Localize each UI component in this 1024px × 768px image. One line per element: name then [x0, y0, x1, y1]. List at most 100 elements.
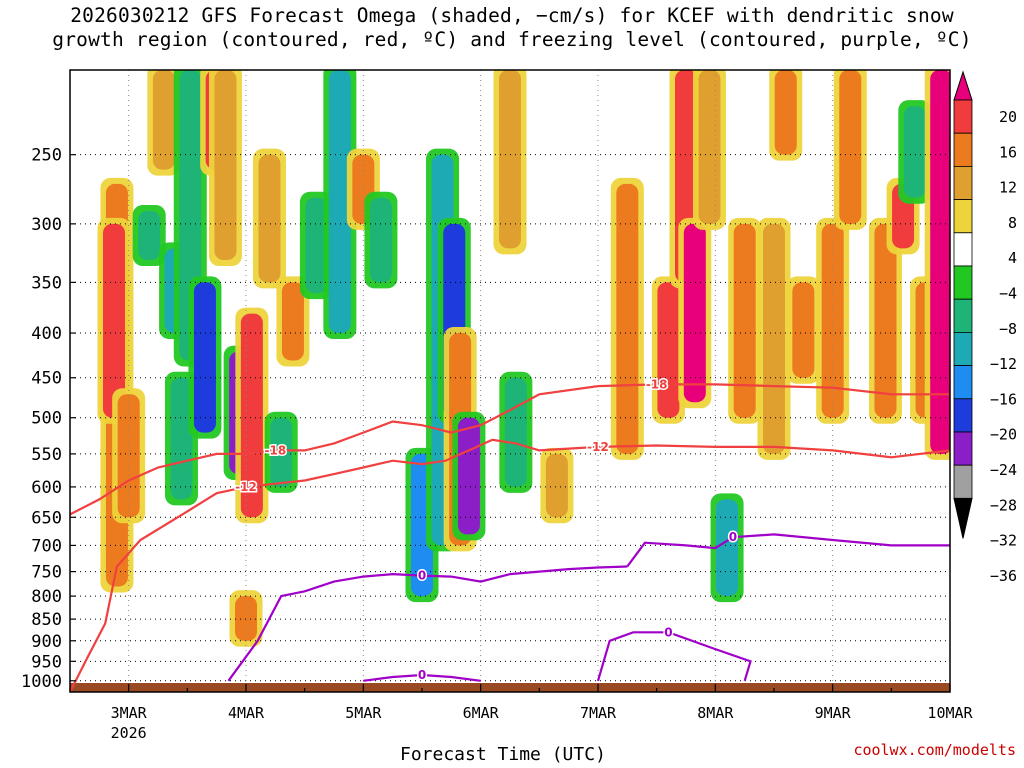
y-tick-label: 900 — [31, 632, 62, 652]
omega-cell — [839, 70, 862, 224]
contour-lines: -18 -18 -12 -12 0 0 0 0 — [70, 376, 950, 692]
omega-cell — [270, 417, 293, 487]
omega-cell — [235, 596, 257, 641]
freezing-level-label: 0 — [418, 668, 426, 682]
omega-cell — [193, 282, 216, 433]
plot-frame — [69, 69, 951, 693]
colorbar-bin — [953, 398, 973, 433]
colorbar: 20 16 12 8 4 −4 −8 −12 −16 −20 −24 −28 −32 −36 — [953, 70, 1017, 585]
colorbar-bin — [953, 298, 973, 333]
omega-cell — [240, 313, 263, 518]
freezing-level-label: 0 — [729, 530, 737, 544]
dgz-contour-label: -18 — [646, 377, 668, 391]
freezing-level-label: 0 — [418, 569, 426, 583]
y-tick-label: 450 — [31, 369, 62, 389]
y-tick-label: 700 — [31, 536, 62, 556]
omega-cell — [328, 70, 351, 334]
colorbar-bin — [953, 431, 973, 466]
omega-cell — [214, 70, 237, 261]
omega-cell — [305, 197, 328, 294]
omega-cell — [369, 197, 392, 283]
colorbar-bin — [953, 165, 973, 200]
freezing-level-contour — [363, 673, 481, 682]
y-tick-label: 650 — [31, 508, 62, 528]
freezing-level-contour — [626, 533, 950, 568]
y-tick-label: 800 — [31, 587, 62, 607]
omega-cell — [930, 70, 950, 454]
colorbar-top-arrow — [953, 70, 973, 101]
colorbar-bottom-arrow — [953, 497, 973, 539]
omega-cell — [457, 417, 480, 535]
y-tick-label: 850 — [31, 610, 62, 630]
colorbar-label: −28 — [990, 496, 1017, 514]
x-tick-label: 9MAR — [815, 704, 852, 722]
omega-cell — [763, 223, 785, 454]
dgz-contour — [70, 383, 950, 516]
colorbar-label: −12 — [990, 355, 1017, 373]
x-tick-label: 7MAR — [580, 704, 617, 722]
colorbar-label: 16 — [999, 143, 1017, 161]
omega-cell — [170, 377, 193, 500]
omega-cell — [874, 223, 897, 418]
omega-cell — [792, 282, 815, 378]
omega-cell — [716, 499, 739, 597]
x-tick-label: 10MAR — [927, 704, 973, 722]
colorbar-label: −8 — [999, 320, 1017, 338]
colorbar-bin — [953, 232, 973, 267]
y-tick-label: 350 — [31, 273, 62, 293]
omega-cell — [774, 70, 797, 155]
colorbar-label: −24 — [990, 461, 1017, 479]
dgz-contour — [70, 438, 950, 692]
dgz-contour-label: -12 — [235, 480, 257, 494]
colorbar-bin — [953, 199, 973, 234]
colorbar-bin — [953, 464, 973, 499]
omega-cell — [504, 377, 527, 487]
colorbar-bin — [953, 365, 973, 400]
omega-cell — [733, 223, 756, 418]
grid-lines — [70, 70, 951, 692]
freezing-level-contour — [227, 565, 628, 682]
title-line-2: growth region (contoured, red, ºC) and f… — [52, 28, 972, 51]
omega-cell — [152, 70, 175, 170]
colorbar-label: −32 — [990, 532, 1017, 550]
omega-cell — [545, 453, 568, 518]
y-tick-label: 250 — [31, 146, 62, 166]
x-tick-label: 6MAR — [463, 704, 500, 722]
colorbar-bin — [953, 132, 973, 167]
omega-cell — [683, 223, 706, 403]
omega-cell — [281, 282, 304, 361]
y-axis: 2503003504004505005506006507007508008509… — [21, 146, 76, 692]
y-tick-label: 550 — [31, 445, 62, 465]
colorbar-label: 4 — [1008, 249, 1017, 267]
x-axis-title: Forecast Time (UTC) — [400, 744, 606, 765]
ground-fill — [70, 683, 950, 692]
colorbar-bin — [953, 265, 973, 300]
colorbar-label: 12 — [999, 179, 1017, 197]
colorbar-label: −4 — [999, 285, 1017, 303]
x-tick-label: 5MAR — [345, 704, 382, 722]
omega-cell — [616, 183, 639, 454]
chart-title: 2026030212 GFS Forecast Omega (shaded, −… — [0, 4, 1024, 52]
x-axis: 3MAR 2026 4MAR 5MAR 6MAR 7MAR 8MAR 9MAR 10MAR — [69, 684, 974, 742]
colorbar-label: −16 — [990, 390, 1017, 408]
omega-cell — [657, 282, 680, 418]
colorbar-bin — [953, 331, 973, 366]
colorbar-label: −36 — [990, 567, 1017, 585]
y-tick-label: 950 — [31, 652, 62, 672]
x-tick-year: 2026 — [111, 724, 147, 742]
y-tick-label: 600 — [31, 478, 62, 498]
x-tick-label: 8MAR — [697, 704, 734, 722]
y-tick-label: 500 — [31, 409, 62, 429]
freezing-level-label: 0 — [664, 625, 672, 639]
freezing-level-contour — [596, 631, 752, 682]
colorbar-label: 8 — [1008, 214, 1017, 232]
omega-cell — [499, 70, 521, 249]
x-tick-label: 4MAR — [228, 704, 265, 722]
dgz-contour-label: -18 — [264, 443, 286, 457]
x-tick-label: 3MAR — [111, 704, 148, 722]
y-tick-label: 750 — [31, 563, 62, 583]
y-tick-label: 1000 — [21, 672, 62, 692]
omega-cell — [698, 70, 721, 224]
colorbar-label: 20 — [999, 108, 1017, 126]
